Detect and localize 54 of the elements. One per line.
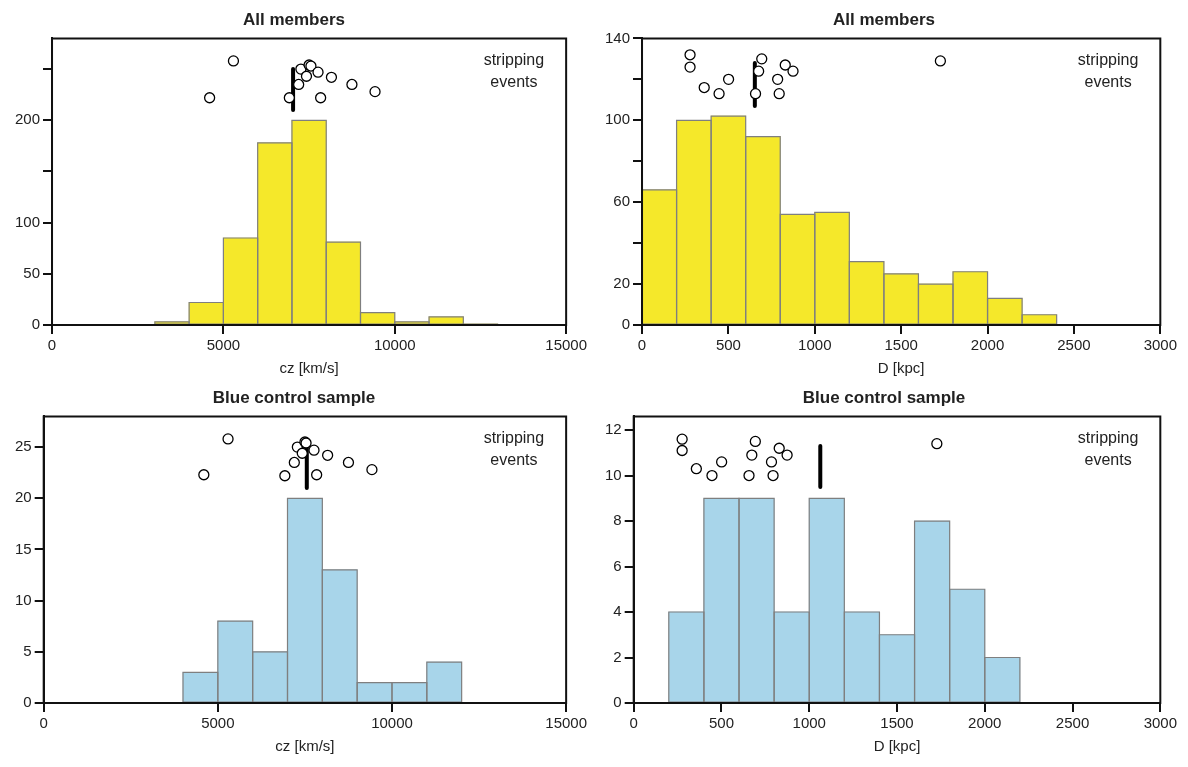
x-axis-title: D [kpc]: [873, 737, 921, 755]
y-tick-label: 4: [613, 602, 622, 620]
y-tick-label: 25: [15, 437, 32, 455]
x-tick-label: 3000: [1143, 336, 1177, 354]
y-tick-label: 12: [605, 420, 622, 438]
x-tick-label: 500: [708, 714, 734, 732]
x-tick-label: 0: [47, 336, 57, 354]
y-tick-label: 100: [15, 212, 41, 230]
y-tick-label: 0: [23, 693, 32, 711]
chart-title: Blue control sample: [802, 387, 966, 407]
y-tick-label: 60: [613, 192, 631, 210]
y-tick-label: 10: [15, 590, 32, 608]
annotation: stripping events: [483, 50, 545, 90]
x-axis-title: D [kpc]: [877, 359, 925, 377]
x-axis-title: cz [km/s]: [275, 737, 335, 755]
y-tick-label: 200: [15, 110, 41, 128]
chart-title: All members: [832, 9, 936, 29]
x-tick-label: 0: [637, 336, 647, 354]
y-tick-label: 2: [613, 647, 622, 665]
y-tick-label: 8: [613, 511, 622, 529]
annotation: stripping events: [483, 428, 545, 468]
x-tick-label: 2500: [1055, 714, 1090, 732]
y-tick-label: 100: [605, 110, 631, 128]
y-tick-label: 20: [613, 274, 631, 292]
x-tick-label: 1500: [884, 336, 918, 354]
y-tick-label: 10: [605, 465, 622, 483]
x-tick-label: 2000: [970, 336, 1005, 354]
y-tick-label: 5: [23, 641, 32, 659]
y-tick-label: 0: [621, 315, 631, 333]
x-tick-label: 2000: [968, 714, 1002, 732]
x-tick-label: 15000: [545, 714, 587, 732]
x-tick-label: 1000: [792, 714, 826, 732]
annotation: stripping events: [1077, 50, 1139, 90]
x-tick-label: 1000: [798, 336, 832, 354]
annotation: stripping events: [1077, 428, 1139, 468]
y-tick-label: 50: [23, 263, 41, 281]
y-tick-label: 0: [613, 693, 622, 711]
chart-title: Blue control sample: [212, 387, 376, 407]
chart-title: All members: [242, 9, 346, 29]
x-tick-label: 5000: [201, 714, 235, 732]
x-tick-label: 3000: [1143, 714, 1177, 732]
x-tick-label: 2500: [1057, 336, 1091, 354]
y-tick-label: 140: [605, 28, 631, 46]
x-tick-label: 500: [715, 336, 741, 354]
x-tick-label: 5000: [206, 336, 241, 354]
x-tick-label: 10000: [373, 336, 416, 354]
y-tick-label: 20: [15, 488, 32, 506]
x-tick-label: 15000: [545, 336, 587, 354]
y-tick-label: 6: [613, 556, 622, 574]
y-tick-label: 15: [15, 539, 32, 557]
x-tick-label: 1500: [880, 714, 914, 732]
x-tick-label: 10000: [371, 714, 413, 732]
y-tick-label: 0: [31, 315, 41, 333]
x-axis-title: cz [km/s]: [279, 359, 339, 377]
